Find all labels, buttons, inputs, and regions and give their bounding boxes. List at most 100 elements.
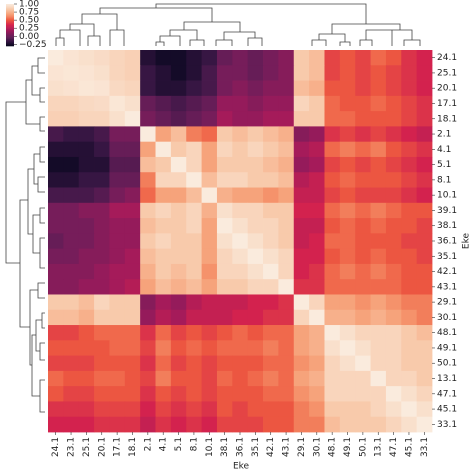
y-tick-label: 35.1 <box>437 252 457 262</box>
heatmap-cell <box>370 218 387 234</box>
heatmap-cell <box>94 50 110 66</box>
heatmap-cell <box>309 294 325 311</box>
heatmap-cell <box>170 187 187 204</box>
heatmap-cell <box>186 202 202 219</box>
heatmap-cell <box>124 401 141 418</box>
heatmap-cell <box>416 218 433 234</box>
heatmap-cell <box>63 355 80 372</box>
y-tick-label: 36.1 <box>437 237 457 247</box>
heatmap-cell <box>355 294 371 311</box>
y-tick-label: 33.1 <box>437 420 457 430</box>
colorbar-segment <box>6 35 14 37</box>
heatmap-cell <box>232 386 249 402</box>
heatmap-cell <box>401 50 418 66</box>
heatmap-cell <box>155 80 172 97</box>
heatmap-cell <box>401 65 418 81</box>
heatmap-cell <box>109 156 126 173</box>
heatmap-cell <box>186 401 202 418</box>
heatmap-cell <box>140 202 156 219</box>
heatmap-cell <box>232 355 249 372</box>
colorbar-segment <box>6 40 14 43</box>
heatmap-cell <box>232 111 249 127</box>
heatmap-cell <box>48 355 64 372</box>
heatmap-cell <box>186 233 202 250</box>
heatmap-cell <box>309 233 325 250</box>
heatmap-cell <box>170 416 187 433</box>
heatmap-cell <box>232 340 249 356</box>
heatmap-cell <box>109 187 126 204</box>
heatmap-cell <box>124 233 141 250</box>
heatmap-cell <box>155 172 172 188</box>
heatmap-cell <box>124 248 141 265</box>
heatmap-cell <box>355 248 371 265</box>
heatmap-cell <box>201 340 218 356</box>
heatmap-cell <box>186 172 202 188</box>
colorbar-segment <box>6 9 14 11</box>
heatmap-cell <box>232 218 249 234</box>
heatmap-cell <box>201 202 218 219</box>
heatmap-cell <box>370 263 387 280</box>
heatmap-cell <box>416 370 433 387</box>
heatmap-cell <box>385 187 402 204</box>
heatmap-cell <box>201 309 218 326</box>
heatmap-cell <box>94 141 110 158</box>
heatmap-cell <box>140 172 156 188</box>
heatmap-cell <box>278 279 295 295</box>
heatmap-cell <box>170 325 187 341</box>
heatmap-cell <box>263 416 279 433</box>
heatmap-cell <box>155 233 172 250</box>
heatmap-cell <box>370 50 387 66</box>
heatmap-cell <box>263 156 279 173</box>
heatmap-cell <box>293 80 310 97</box>
heatmap-cell <box>370 325 387 341</box>
heatmap-cell <box>247 401 264 418</box>
heatmap-cell <box>339 248 356 265</box>
heatmap-cell <box>63 309 80 326</box>
heatmap-cell <box>263 233 279 250</box>
heatmap-cell <box>124 218 141 234</box>
heatmap-cell <box>324 340 341 356</box>
heatmap-cell <box>278 309 295 326</box>
colorbar-segment <box>6 18 14 21</box>
heatmap-cell <box>309 80 325 97</box>
heatmap-cell <box>124 141 141 158</box>
heatmap-cell <box>309 202 325 219</box>
heatmap-cell <box>78 126 95 143</box>
heatmap-cell <box>385 141 402 158</box>
heatmap-cell <box>401 80 418 97</box>
heatmap-cell <box>416 50 433 66</box>
heatmap-cell <box>247 50 264 66</box>
heatmap-cell <box>78 248 95 265</box>
heatmap-cell <box>324 156 341 173</box>
heatmap-cell <box>278 80 295 97</box>
heatmap-cell <box>401 218 418 234</box>
heatmap-cell <box>293 95 310 112</box>
heatmap-cell <box>278 370 295 387</box>
colorbar-segment <box>6 32 14 34</box>
heatmap-cell <box>263 80 279 97</box>
heatmap-cell <box>385 340 402 356</box>
heatmap-cell <box>232 279 249 295</box>
heatmap-cell <box>232 141 249 158</box>
x-tick-label: 38.1 <box>220 437 230 457</box>
heatmap-cell <box>140 65 156 81</box>
x-tick-label: 47.1 <box>389 437 399 457</box>
heatmap-cell <box>140 355 156 372</box>
heatmap-cell <box>324 248 341 265</box>
heatmap-cell <box>416 65 433 81</box>
heatmap-cell <box>339 141 356 158</box>
heatmap-cell <box>94 218 110 234</box>
heatmap-cell <box>385 50 402 66</box>
heatmap-cell <box>309 248 325 265</box>
heatmap-cell <box>339 80 356 97</box>
heatmap-cell <box>247 187 264 204</box>
heatmap-cell <box>263 248 279 265</box>
heatmap-cell <box>124 325 141 341</box>
heatmap-cell <box>355 309 371 326</box>
heatmap-cell <box>385 401 402 418</box>
heatmap-cell <box>48 248 64 265</box>
heatmap-cell <box>232 202 249 219</box>
heatmap-cell <box>247 111 264 127</box>
heatmap-cell <box>201 50 218 66</box>
heatmap-cell <box>94 156 110 173</box>
